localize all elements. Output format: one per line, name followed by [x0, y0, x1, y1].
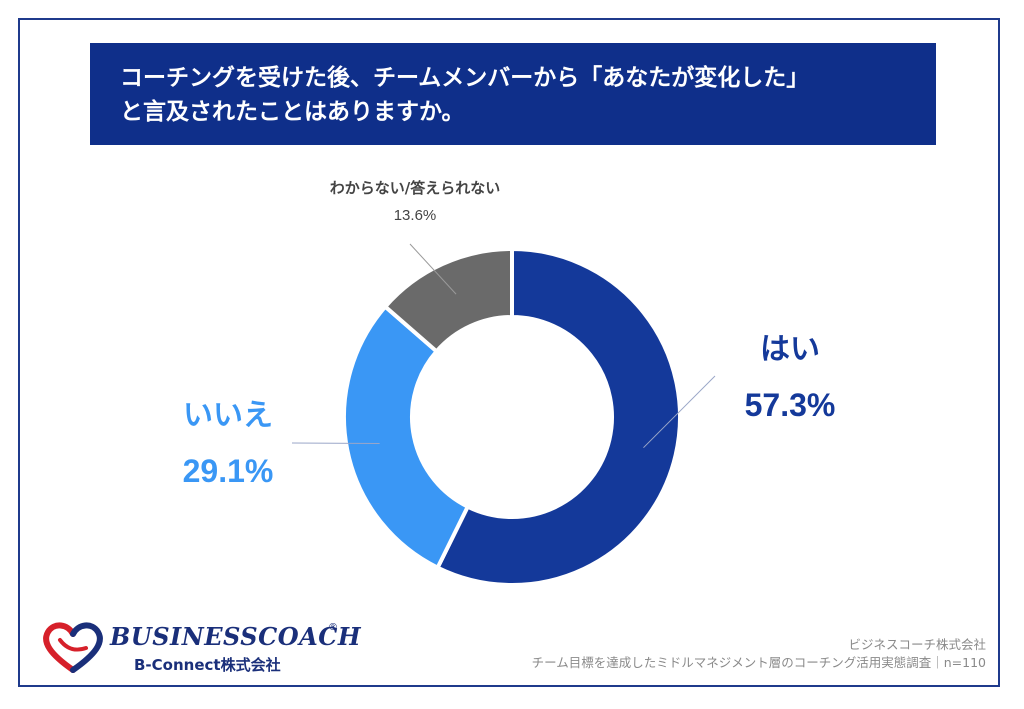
slice-unknown — [382, 246, 514, 355]
category-label-no: いいえ — [183, 398, 273, 433]
company-logo: BUSINESSCOACH ® B-Connect株式会社 — [40, 618, 362, 680]
source-company: ビジネスコーチ株式会社 — [848, 637, 986, 652]
leader-line-yes — [643, 375, 716, 449]
survey-note: チーム目標を達成したミドルマネジメント層のコーチング活用実態調査｜n=110 — [531, 655, 986, 670]
label-no: いいえ 29.1% — [168, 398, 288, 490]
title-banner: コーチングを受けた後、チームメンバーから「あなたが変化した」 と言及されたことは… — [90, 43, 936, 145]
value-label-unknown: 13.6% — [393, 207, 437, 224]
title-line-2: と言及されたことはありますか。 — [120, 99, 465, 125]
title-line-1: コーチングを受けた後、チームメンバーから「あなたが変化した」 — [120, 65, 810, 91]
slice-no — [342, 303, 471, 571]
leader-line-no — [291, 442, 380, 445]
category-label-unknown: わからない/答えられない — [329, 179, 501, 197]
label-unknown: わからない/答えられない 13.6% — [290, 178, 540, 226]
leader-line-unknown — [409, 243, 457, 295]
heart-logo-icon — [43, 622, 103, 673]
slice-yes — [434, 246, 682, 587]
value-label-no: 29.1% — [182, 453, 274, 489]
source-footer: ビジネスコーチ株式会社 チーム目標を達成したミドルマネジメント層のコーチング活用… — [532, 636, 986, 672]
logo-wordmark: BUSINESSCOACH — [110, 622, 362, 651]
logo-subtitle: B-Connect株式会社 — [134, 656, 281, 674]
label-yes: はい 57.3% — [735, 332, 845, 424]
value-label-yes: 57.3% — [744, 387, 836, 423]
category-label-yes: はい — [760, 332, 820, 367]
logo-registered-mark: ® — [328, 622, 338, 633]
